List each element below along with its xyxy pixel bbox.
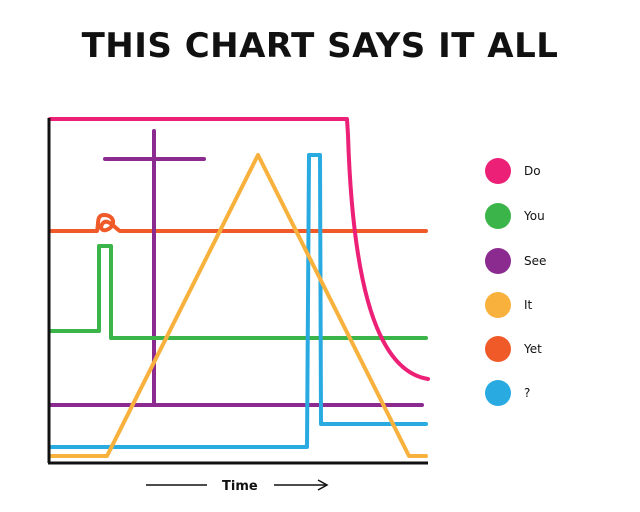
legend-item-it: It [485,292,533,318]
legend-label-you: You [523,209,545,223]
legend-item-see: See [485,248,546,274]
series-layer [48,117,430,458]
legend-item-yet: Yet [485,336,542,362]
legend-swatch-yet [485,336,511,362]
legend-label-it: It [524,298,533,312]
series-question-line [48,153,428,449]
legend-swatch-question [485,380,511,406]
series-do-line [48,117,430,381]
series-yet-line [48,213,428,233]
legend-swatch-see [485,248,511,274]
x-axis-arrow-head [317,479,329,491]
legend-item-you: You [485,203,545,229]
legend-label-yet: Yet [523,342,542,356]
x-axis-label: Time [222,479,258,494]
legend-swatch-do [485,158,511,184]
legend: Do You See It Yet? [485,158,546,406]
legend-label-question: ? [524,386,530,400]
legend-label-do: Do [524,164,541,178]
series-it-line [48,153,428,458]
chart-title: THIS CHART SAYS IT ALL [81,26,559,66]
legend-label-see: See [524,254,546,268]
legend-swatch-you [485,203,511,229]
legend-swatch-it [485,292,511,318]
legend-item-do: Do [485,158,541,184]
legend-item-question: ? [485,380,530,406]
series-you-line [48,244,428,340]
